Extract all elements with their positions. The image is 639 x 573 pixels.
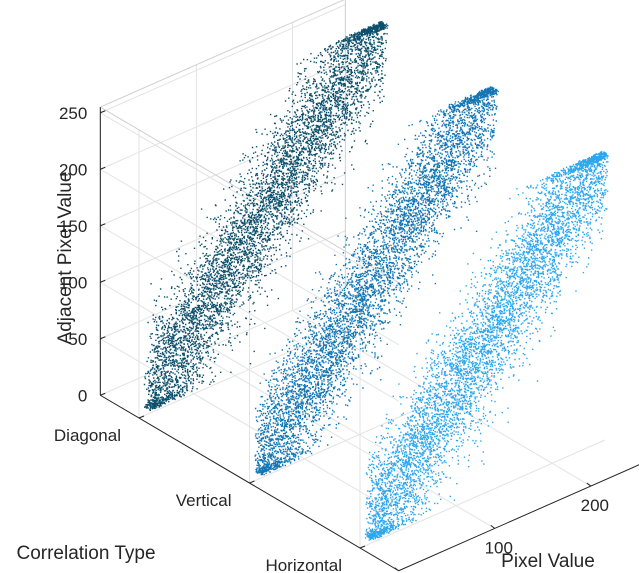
y-axis-label: Correlation Type [16, 543, 155, 564]
z-tick-mark [100, 223, 106, 227]
y-tick-mark [138, 415, 145, 419]
back-grid-line-z [100, 286, 346, 396]
series-diagonal [143, 21, 389, 411]
box-edge [100, 0, 345, 108]
z-tick-label: 100 [59, 273, 87, 292]
scatter-point-cloud [364, 151, 609, 541]
back-grid-line-z [100, 4, 346, 114]
series-vertical [254, 86, 499, 476]
z-tick-mark [100, 279, 106, 283]
scatter-point-cloud [143, 21, 389, 411]
y-tick-mark [249, 480, 255, 484]
z-tick-label: 250 [59, 104, 87, 123]
z-tick-label: 0 [78, 386, 87, 405]
floor-grid-line-y [359, 439, 606, 549]
x-tick-mark [394, 567, 399, 572]
scatter-points [143, 21, 609, 541]
y-tick-mark [359, 545, 366, 549]
back-grid-line-z [100, 117, 346, 227]
x-tick-label: 200 [581, 496, 609, 515]
y-tick-label: Vertical [176, 491, 232, 510]
side-grid-line-z [100, 338, 399, 515]
floor-grid-line-y [249, 374, 495, 484]
x-axis-label: Pixel Value [501, 551, 595, 572]
floor-grid-line-y [138, 309, 385, 419]
series-horizontal [364, 151, 609, 541]
z-tick-label: 200 [59, 160, 87, 179]
z-axis-label: Adjacent Pixel Value [55, 172, 76, 345]
z-tick-mark [100, 166, 106, 170]
side-grid-line-z [100, 281, 399, 459]
x-tick-mark [586, 482, 592, 487]
scatter-point-cloud [254, 86, 499, 476]
z-tick-mark [100, 110, 106, 114]
z-tick-label: 150 [59, 217, 87, 236]
x-axis-line [398, 464, 639, 572]
x-tick-mark [490, 525, 496, 529]
y-tick-label: Horizontal [265, 556, 342, 573]
z-tick-mark [100, 336, 106, 340]
x-tick-label: 100 [485, 538, 513, 557]
tick-labels: 0100200HorizontalVerticalDiagonal0501001… [54, 104, 609, 573]
axes [99, 107, 639, 572]
y-tick-label: Diagonal [54, 426, 121, 445]
back-grid-line-z [100, 173, 346, 283]
z-tick-label: 50 [68, 330, 87, 349]
z-tick-mark [100, 392, 106, 396]
